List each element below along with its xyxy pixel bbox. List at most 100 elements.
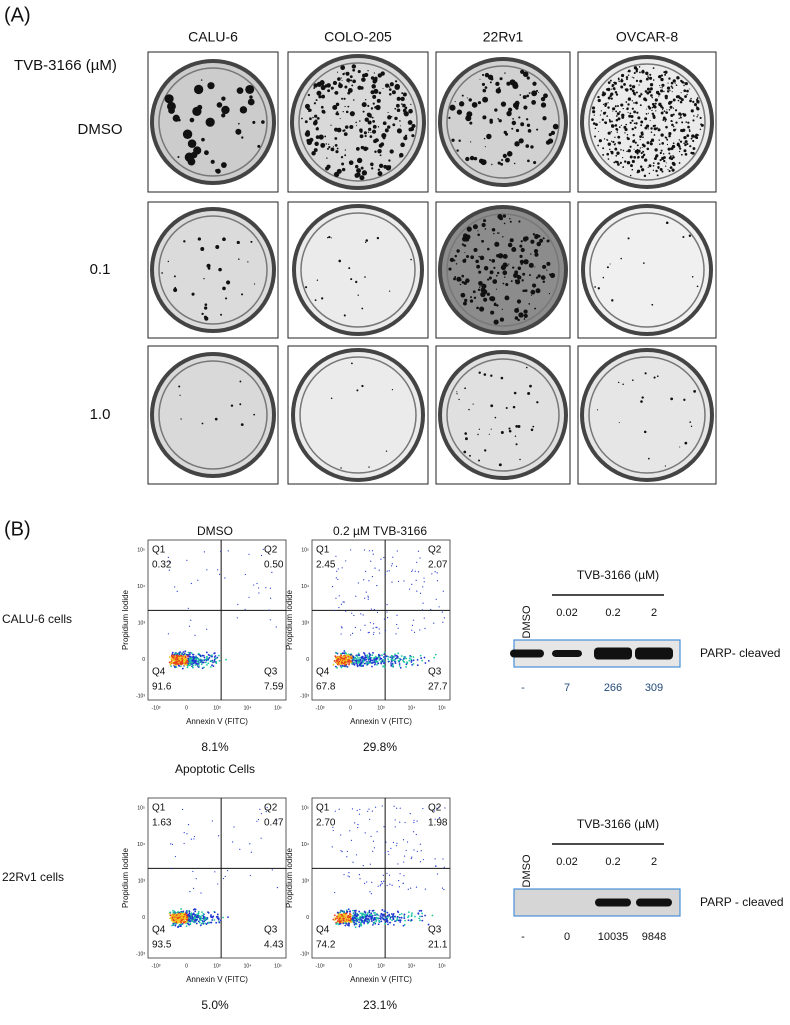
event-dot <box>194 660 197 662</box>
colony <box>453 259 456 262</box>
event-dot <box>206 663 208 666</box>
event-dot <box>419 629 421 631</box>
colony <box>318 95 322 99</box>
dish-inner <box>299 356 417 474</box>
event-dot <box>187 607 189 609</box>
event-dot <box>392 912 395 915</box>
colony <box>627 69 631 73</box>
colony <box>312 116 314 119</box>
event-dot <box>269 587 272 589</box>
event-dot <box>364 914 366 917</box>
condition-label: DMSO <box>197 524 233 538</box>
colony <box>505 157 510 163</box>
colony <box>609 94 612 98</box>
event-dot <box>410 660 413 662</box>
colony <box>664 465 667 467</box>
colony <box>225 297 228 300</box>
event-dot <box>203 920 206 923</box>
event-dot <box>189 890 191 893</box>
colony <box>344 154 347 157</box>
event-dot <box>369 863 371 865</box>
event-dot <box>171 653 174 656</box>
colony <box>615 93 619 96</box>
event-dot <box>394 915 397 918</box>
event-dot <box>357 658 360 661</box>
event-dot <box>364 654 367 657</box>
dish-image <box>287 51 429 193</box>
colony <box>508 263 510 265</box>
quadrant-label: Q1 <box>152 545 166 556</box>
colony <box>641 70 645 74</box>
event-dot <box>341 850 343 853</box>
colony <box>464 387 467 390</box>
event-dot <box>409 813 411 815</box>
event-dot <box>176 658 179 661</box>
event-dot <box>201 654 204 657</box>
event-dot <box>169 911 171 914</box>
colony <box>388 86 391 88</box>
colony <box>473 296 477 300</box>
event-dot <box>353 661 356 664</box>
event-dot <box>333 919 336 921</box>
colony <box>683 142 685 145</box>
event-dot <box>403 875 405 877</box>
colony <box>663 110 666 113</box>
colony <box>495 81 500 87</box>
event-dot <box>250 851 253 853</box>
colony <box>614 90 618 94</box>
event-dot <box>417 912 420 915</box>
event-dot <box>377 923 380 926</box>
event-dot <box>197 910 200 913</box>
colony <box>666 90 670 93</box>
event-dot <box>403 917 406 919</box>
event-dot <box>405 849 407 852</box>
event-dot <box>350 839 353 841</box>
colony <box>411 124 416 128</box>
event-dot <box>371 550 374 552</box>
colony <box>172 114 180 122</box>
colony <box>479 287 481 289</box>
column-label: CALU-6 <box>188 29 238 45</box>
event-dot <box>364 832 366 834</box>
event-dot <box>392 556 394 558</box>
event-dot <box>340 834 342 836</box>
panel-label: (B) <box>4 518 31 540</box>
event-dot <box>441 611 443 613</box>
event-dot <box>349 919 352 922</box>
colony <box>691 276 694 278</box>
colony <box>527 391 531 395</box>
colony <box>642 150 645 153</box>
colony <box>542 237 545 240</box>
colony <box>330 86 334 90</box>
colony <box>649 142 653 146</box>
colony <box>359 128 363 132</box>
event-dot <box>390 913 393 915</box>
event-dot <box>339 659 341 661</box>
event-dot <box>360 629 362 631</box>
colony <box>373 72 375 74</box>
colony <box>632 139 636 143</box>
colony <box>489 120 493 124</box>
colony <box>505 406 508 409</box>
dish-inner <box>588 356 706 474</box>
event-dot <box>411 912 413 915</box>
colony <box>371 129 377 134</box>
event-dot <box>374 658 376 661</box>
event-dot <box>387 658 390 661</box>
event-dot <box>386 911 389 914</box>
colony <box>462 258 467 263</box>
colony <box>469 121 473 125</box>
colony <box>684 82 688 86</box>
event-dot <box>369 891 371 893</box>
colony <box>327 89 331 93</box>
event-dot <box>368 580 370 582</box>
colony <box>465 156 470 162</box>
event-dot <box>362 659 365 662</box>
colony <box>518 116 521 119</box>
colony <box>352 68 356 72</box>
event-dot <box>399 873 401 875</box>
event-dot <box>180 919 183 922</box>
dish-inner <box>158 67 268 177</box>
event-dot <box>335 662 338 664</box>
colony <box>668 100 672 105</box>
